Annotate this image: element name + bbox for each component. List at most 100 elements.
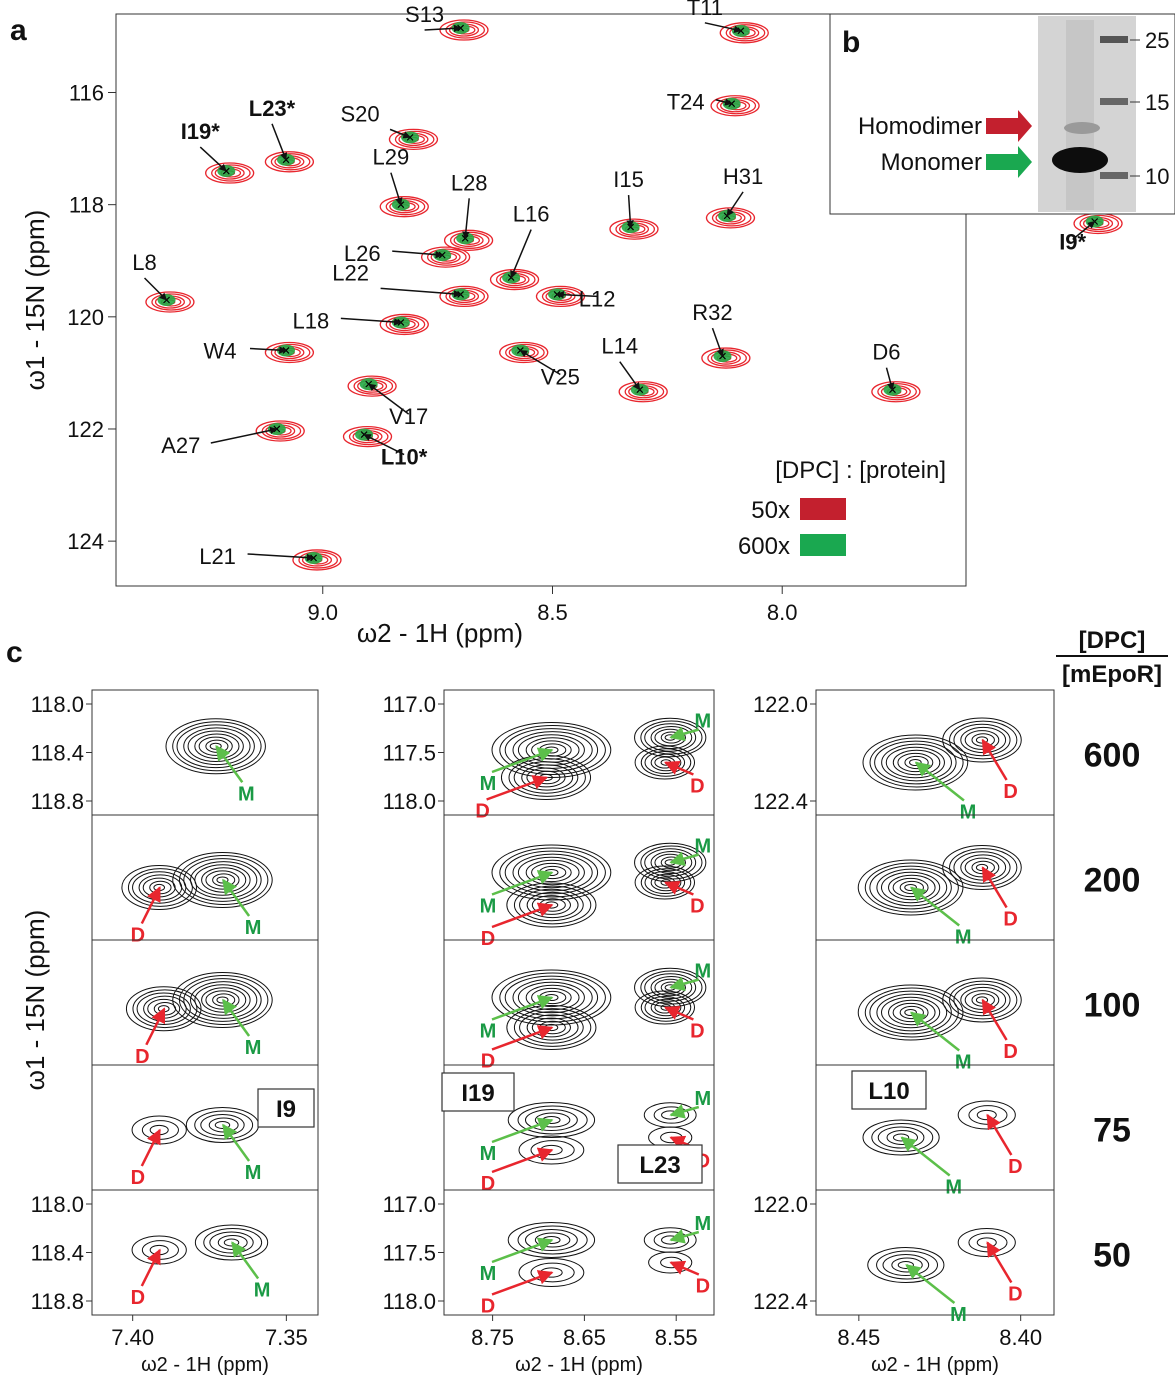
x-tick-label: 7.35 — [265, 1325, 308, 1350]
peak-l16: L16 — [489, 202, 549, 291]
peak-label: A27 — [161, 433, 200, 458]
peak-label: S13 — [405, 2, 444, 27]
contour-peak — [512, 853, 593, 892]
peak-l14: L14 — [601, 334, 668, 403]
contour-peak — [491, 844, 612, 901]
panel-a-ylabel: ω1 - 15N (ppm) — [20, 210, 50, 391]
gel-band-homodimer — [1064, 122, 1100, 134]
contour-peak — [874, 740, 957, 785]
peak-label: L10* — [381, 445, 428, 470]
concentration-label: 100 — [1084, 987, 1141, 1025]
contour-peak — [976, 1109, 997, 1121]
peak-i15: I15 — [609, 167, 659, 240]
peak-contour-50x — [624, 383, 665, 401]
strip-panel: MD — [815, 1064, 1055, 1199]
peak-label: L22 — [332, 260, 369, 285]
conc-header-den: [mEpoR] — [1062, 661, 1162, 688]
peak-label: I15 — [613, 167, 644, 192]
contour-peak — [650, 726, 693, 749]
peak-i19: I19* — [181, 119, 255, 184]
contour-peak — [857, 859, 964, 916]
peak-r32: R32 — [692, 300, 751, 369]
monomer-arrow — [491, 1117, 554, 1144]
peak-label: H31 — [723, 164, 763, 189]
peak-label: L8 — [132, 250, 156, 275]
contour-peak — [857, 984, 964, 1041]
contour-peak — [194, 984, 251, 1016]
monomer-label: M — [480, 896, 497, 918]
peak-contour-50x — [353, 377, 394, 395]
contour-peak — [499, 725, 606, 775]
peak-contour-50x — [618, 381, 668, 403]
contour-peak — [634, 745, 695, 780]
contour-peak — [216, 876, 229, 884]
y-tick-label: 118.0 — [31, 1192, 84, 1217]
peak-contour-50x — [388, 128, 439, 151]
dimer-label: D — [1003, 909, 1017, 931]
contour-peak — [125, 986, 202, 1032]
strip-frame — [443, 814, 715, 941]
peak-i9: I9* — [1059, 212, 1123, 254]
contour-peak — [881, 996, 941, 1029]
strip-frame — [815, 1189, 1055, 1316]
monomer-label: M — [960, 802, 977, 824]
contour-peak — [517, 856, 585, 889]
dimer-label: D — [481, 1296, 495, 1318]
contour-peak — [512, 731, 593, 769]
contour-peak — [634, 990, 695, 1025]
peak-contour-50x — [505, 343, 545, 362]
contour-peak — [141, 1240, 179, 1260]
peak-contour-50x — [615, 220, 656, 238]
residue-label: I9 — [276, 1096, 296, 1123]
contour-peak — [190, 861, 258, 899]
concentration-label: 200 — [1084, 862, 1141, 900]
contour-peak — [491, 722, 612, 778]
contour-peak — [975, 996, 989, 1004]
monomer-label: M — [955, 927, 972, 949]
ladder-label-15: 15 — [1145, 90, 1169, 115]
monomer-label: M — [694, 836, 711, 858]
contour-peak — [644, 848, 697, 877]
band-label-monomer: Monomer — [881, 149, 982, 176]
peak-leader-line — [519, 349, 561, 376]
gel-lane — [1066, 20, 1094, 210]
contour-peak — [942, 977, 1022, 1023]
peak-s20: S20 — [340, 101, 439, 151]
peak-leader-line — [424, 24, 462, 33]
peak-label: T24 — [667, 90, 705, 115]
peak-contour-50x — [1079, 214, 1120, 233]
conc-header-num: [DPC] — [1079, 627, 1146, 654]
contour-peak — [519, 1011, 584, 1044]
peak-leader-line — [619, 361, 641, 391]
dimer-label: D — [690, 896, 704, 918]
x-tick-label: 8.5 — [537, 600, 568, 625]
peak-label: L14 — [601, 334, 638, 359]
peak-l8: L8 — [132, 250, 195, 313]
peak-leader-line — [556, 290, 598, 299]
strip-panel: MD — [815, 689, 1055, 824]
panel-a-xlabel: ω2 - 1H (ppm) — [357, 618, 523, 648]
peak-leader-line — [392, 250, 443, 259]
peak-label: L18 — [293, 308, 330, 333]
monomer-label: M — [480, 773, 497, 795]
contour-peak — [640, 868, 692, 897]
peak-leader-line — [210, 426, 278, 444]
strip-panel: MD — [91, 814, 319, 947]
peak-label: D6 — [872, 340, 900, 365]
monomer-arrow — [491, 1237, 554, 1264]
x-tick-label: 8.75 — [471, 1325, 514, 1350]
concentration-label: 600 — [1084, 737, 1141, 775]
dimer-arrow — [664, 1005, 694, 1021]
contour-peak — [525, 984, 580, 1011]
peak-contour-50x — [719, 22, 769, 44]
dimer-label: D — [131, 925, 145, 947]
peak-contour-50x — [439, 19, 489, 41]
peak-leader-line — [510, 229, 532, 279]
contour-peak — [194, 1224, 269, 1261]
peak-contour-50x — [725, 24, 766, 42]
contour-peak — [504, 850, 599, 895]
monomer-arrow — [669, 976, 700, 992]
contour-peak — [504, 975, 599, 1020]
peak-contour-50x — [705, 207, 756, 229]
